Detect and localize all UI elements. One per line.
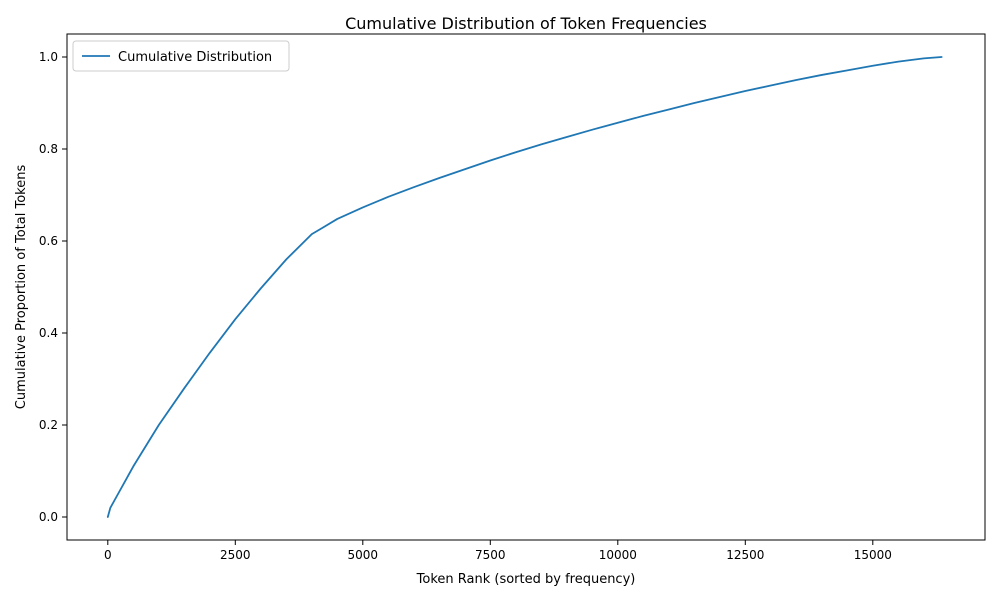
x-tick-label: 12500 <box>726 548 764 562</box>
legend-label: Cumulative Distribution <box>118 50 272 65</box>
x-tick-label: 0 <box>104 548 112 562</box>
axes-frame <box>66 33 986 541</box>
x-tick-label: 10000 <box>599 548 637 562</box>
series-layer <box>106 56 943 518</box>
x-axis-label: Token Rank (sorted by frequency) <box>416 572 636 587</box>
x-tick-label: 15000 <box>854 548 892 562</box>
y-tick-label: 0.4 <box>39 326 58 340</box>
legend-box <box>72 40 290 72</box>
y-tick-label: 1.0 <box>39 50 58 64</box>
x-tick-label: 7500 <box>475 548 506 562</box>
plot-area <box>67 34 985 540</box>
series-line-0 <box>106 56 943 518</box>
x-tick-label: 5000 <box>348 548 379 562</box>
y-tick-label: 0.6 <box>39 234 58 248</box>
y-tick-label: 0.8 <box>39 142 58 156</box>
chart-title: Cumulative Distribution of Token Frequen… <box>345 14 707 33</box>
axes-layer: 0 2500 5000 7500 10000 12500 15000 0.0 0.2 0.4 0.6… <box>39 33 986 562</box>
y-tick-label: 0.0 <box>39 510 58 524</box>
x-tick-label: 2500 <box>220 548 251 562</box>
y-axis-label: Cumulative Proportion of Total Tokens <box>14 165 29 410</box>
y-tick-label: 0.2 <box>39 418 58 432</box>
legend: Cumulative Distribution <box>72 40 290 72</box>
